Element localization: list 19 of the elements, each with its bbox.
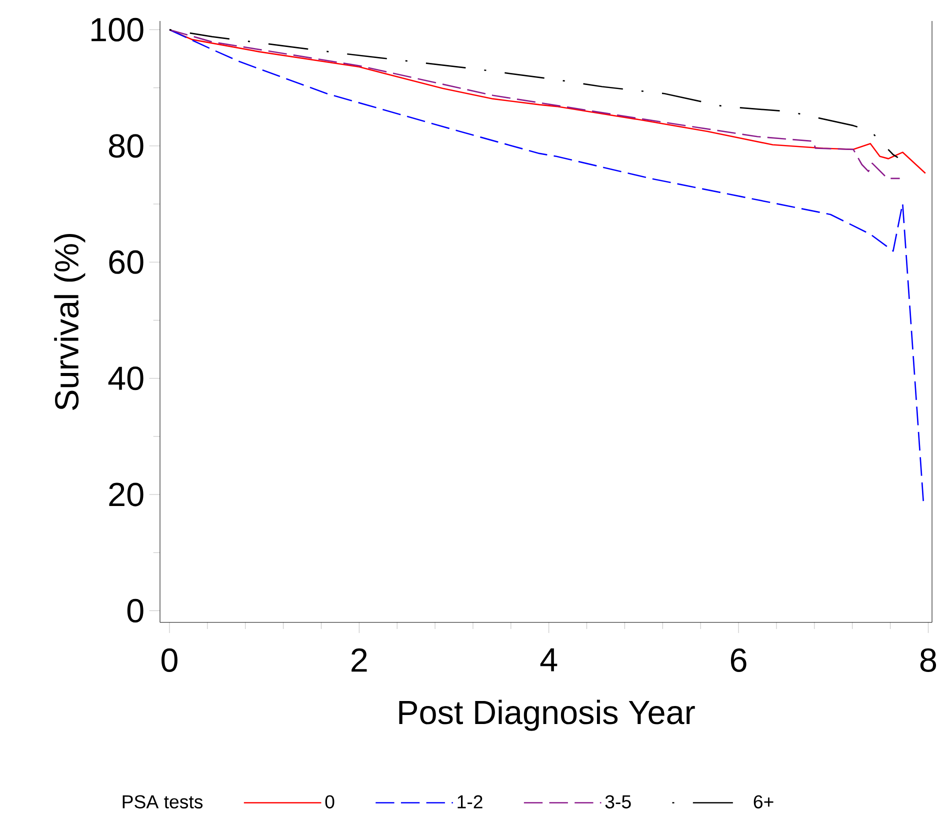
x-tick-label: 0 [162,648,178,672]
y-tick-label: 80 [108,134,144,158]
y-tick-label: 0 [127,598,144,623]
legend-title: PSA tests [122,795,203,808]
legend-label: 6+ [754,795,774,808]
y-tick-label: 100 [92,18,144,42]
x-tick-label: 8 [920,648,936,672]
legend-label: 3-5 [605,795,631,808]
y-axis-title: Survival (%) [54,234,86,410]
x-axis-title: Post Diagnosis Year [399,700,695,731]
legend-label: 0 [325,795,334,808]
line-series [168,29,924,504]
y-tick-label: 40 [108,366,144,390]
x-tick-label: 2 [352,648,367,672]
x-tick-label: 6 [730,648,746,672]
y-tick-label: 20 [109,482,144,506]
legend-label: 1-2 [458,795,482,808]
x-tick-label: 4 [540,648,558,672]
y-tick-label: 60 [109,250,144,274]
